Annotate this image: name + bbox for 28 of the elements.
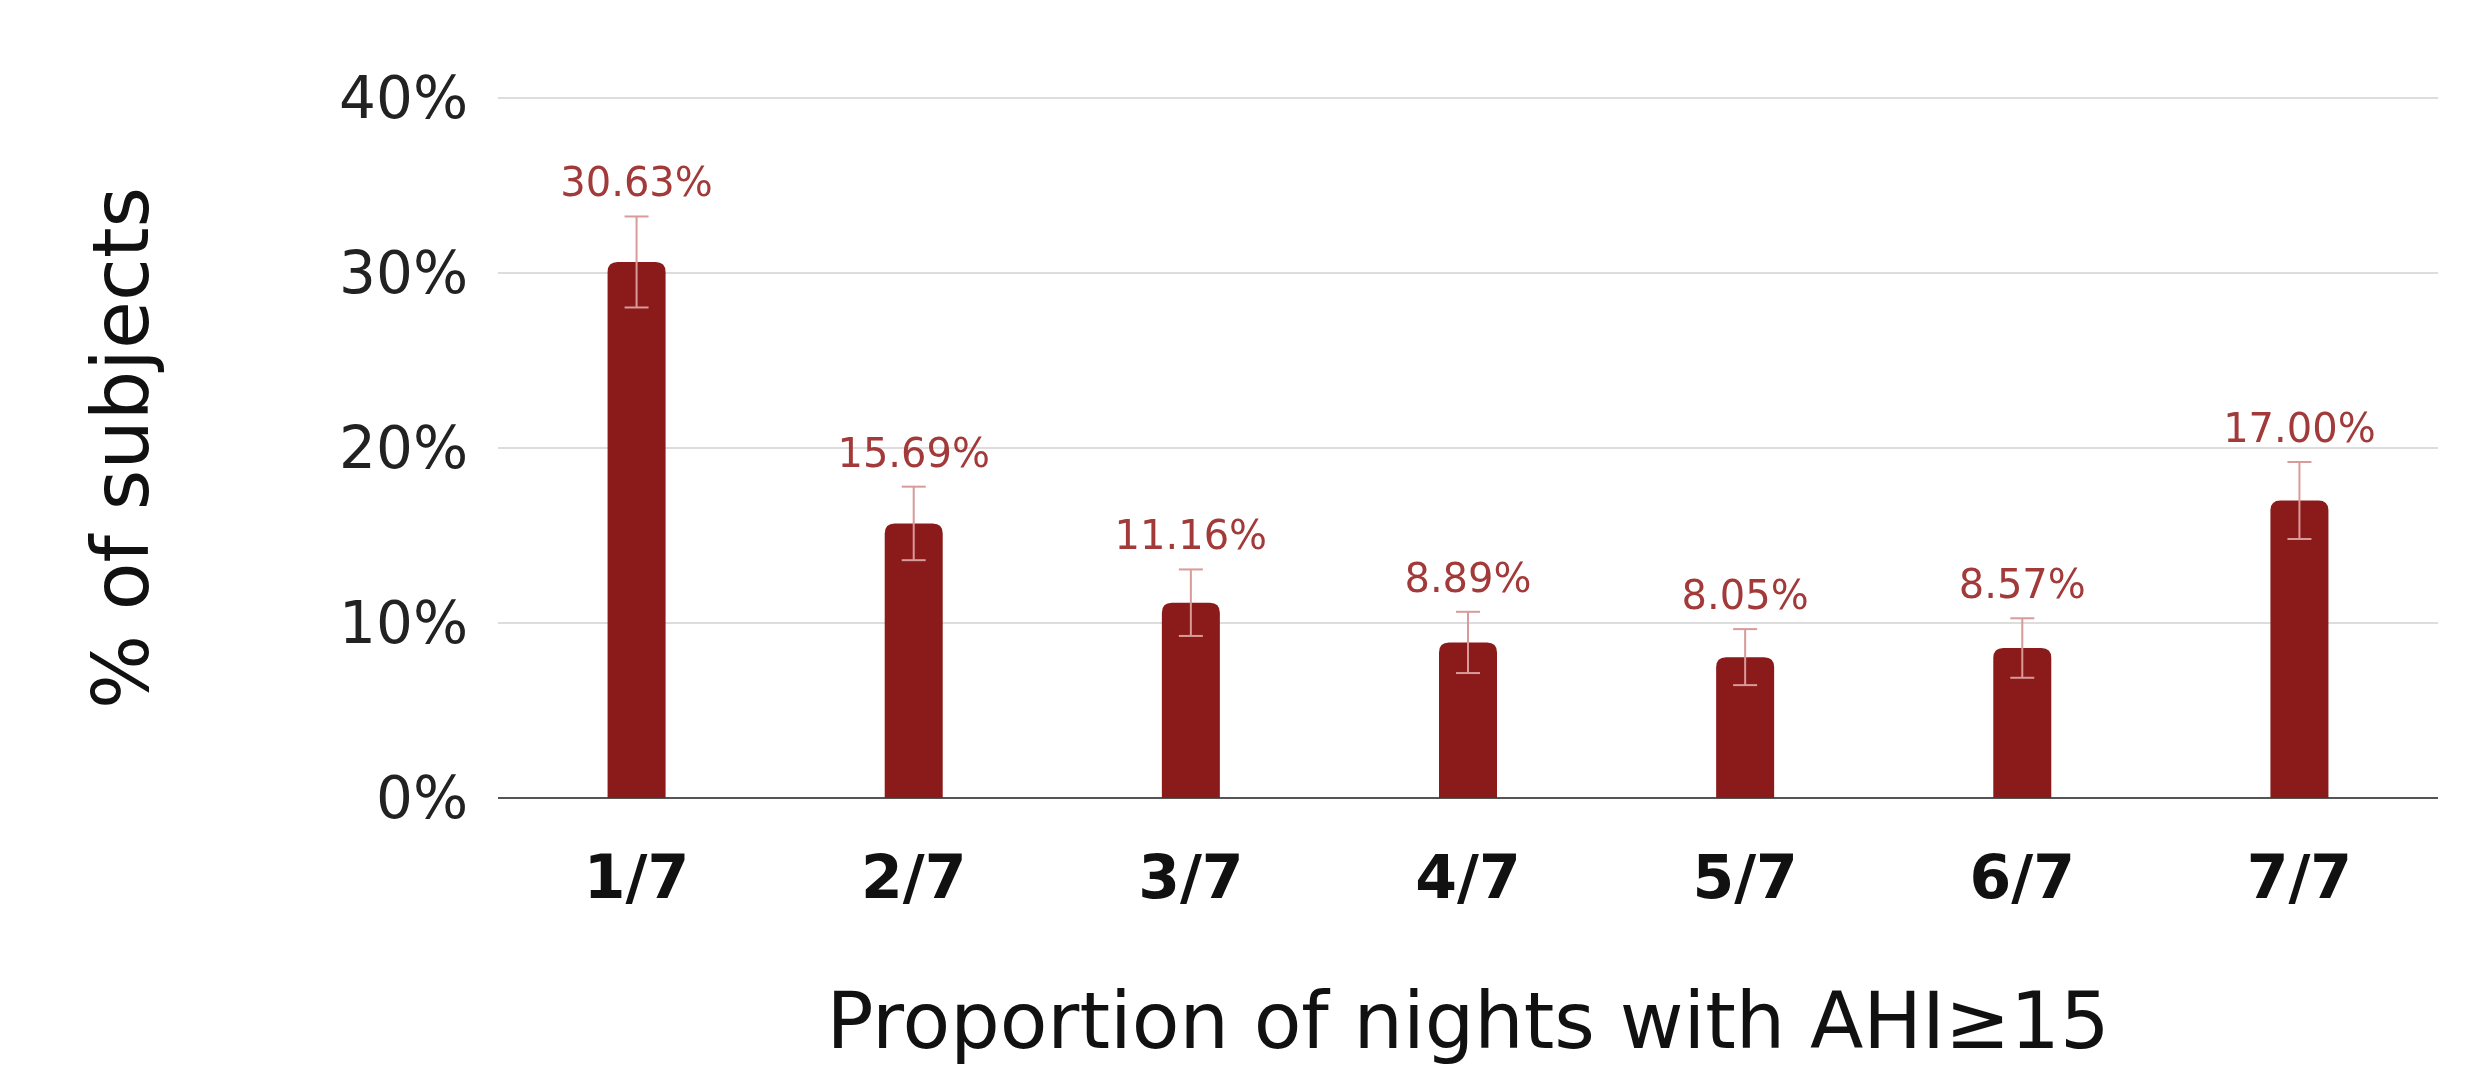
y-tick-label: 40%	[339, 64, 468, 133]
data-label: 30.63%	[560, 159, 713, 206]
data-label: 17.00%	[2223, 405, 2376, 451]
data-label: 8.57%	[1958, 561, 2086, 608]
x-tick-label: 5/7	[1692, 842, 1798, 912]
y-tick-label: 0%	[375, 764, 468, 833]
y-axis-title: % of subjects	[76, 186, 166, 710]
data-label: 11.16%	[1114, 512, 1268, 559]
bar	[1993, 648, 2052, 798]
bar	[607, 261, 666, 798]
x-tick-label: 6/7	[1969, 842, 2075, 912]
data-label: 8.05%	[1681, 572, 1809, 619]
y-tick-label: 10%	[339, 589, 468, 658]
bar	[1161, 602, 1220, 798]
y-tick-label: 30%	[339, 239, 468, 308]
x-tick-label: 4/7	[1415, 842, 1521, 912]
bar	[1716, 657, 1775, 798]
x-tick-label: 3/7	[1138, 842, 1244, 912]
x-tick-label: 1/7	[583, 842, 690, 912]
bar	[884, 523, 943, 798]
x-axis-title: Proportion of nights with AHI≥15	[826, 976, 2110, 1066]
x-tick-label: 2/7	[861, 842, 967, 912]
bar	[2270, 500, 2329, 798]
x-tick-label: 7/7	[2246, 842, 2353, 912]
data-label: 8.89%	[1404, 554, 1532, 601]
y-tick-label: 20%	[339, 414, 468, 483]
data-label: 15.69%	[837, 429, 990, 476]
bar	[1439, 642, 1497, 798]
